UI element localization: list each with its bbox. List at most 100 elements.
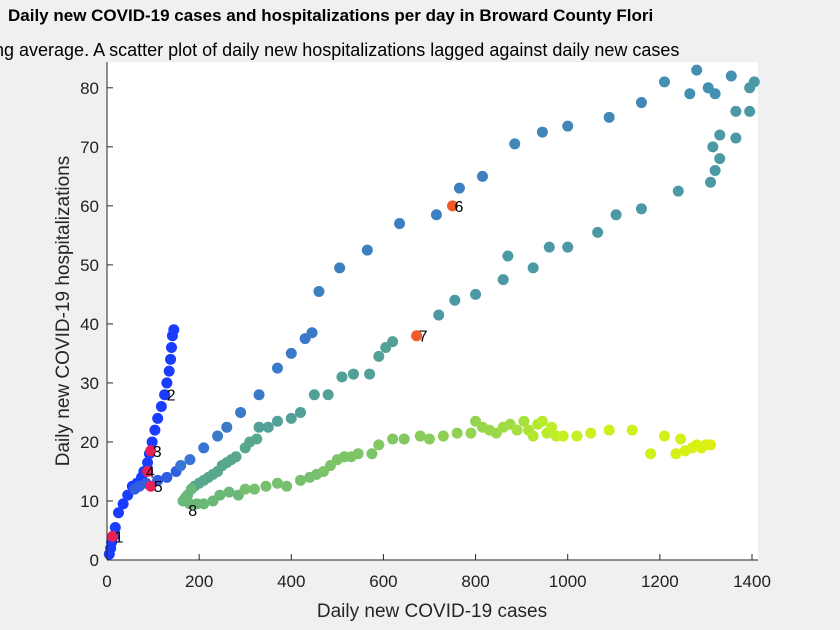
data-point (411, 330, 423, 342)
data-point (107, 530, 119, 542)
data-point (184, 454, 196, 466)
x-tick-label: 0 (102, 572, 111, 591)
x-tick-label: 1200 (641, 572, 679, 591)
data-point (730, 132, 742, 144)
data-point (285, 412, 297, 424)
data-point (260, 480, 272, 492)
data-point (714, 153, 726, 165)
y-axis-label: Daily new COVID-19 hospitalizations (53, 156, 74, 466)
data-point (387, 433, 399, 445)
data-point (155, 401, 167, 413)
point-annotation: 6 (455, 199, 464, 216)
data-point (161, 377, 173, 389)
data-point (730, 105, 742, 117)
data-point (306, 327, 318, 339)
data-point (271, 477, 283, 489)
data-point (449, 294, 461, 306)
data-point (271, 415, 283, 427)
data-point (271, 362, 283, 374)
data-point (336, 371, 348, 383)
data-point (672, 185, 684, 197)
data-point (557, 430, 569, 442)
data-point (707, 141, 719, 153)
data-point (175, 460, 187, 472)
data-point (253, 421, 265, 433)
data-point (239, 442, 251, 454)
chart-subtitle: ng average. A scatter plot of daily new … (0, 40, 680, 60)
data-point (571, 430, 583, 442)
data-point (295, 406, 306, 418)
y-tick-label: 20 (80, 433, 99, 452)
data-point (635, 97, 647, 109)
data-point (146, 436, 158, 448)
data-point (451, 427, 463, 439)
data-point (424, 433, 435, 445)
data-point (145, 445, 157, 457)
data-point (645, 448, 657, 460)
data-point (430, 209, 442, 221)
data-point (165, 353, 177, 365)
data-point (166, 342, 177, 354)
data-point (149, 424, 161, 436)
data-point (373, 439, 385, 451)
data-point (543, 241, 555, 253)
data-point (705, 176, 717, 188)
data-point (433, 309, 445, 321)
data-point (437, 430, 449, 442)
data-point (603, 111, 615, 123)
data-point (361, 244, 373, 256)
x-tick-label: 1400 (733, 572, 771, 591)
data-point (248, 483, 260, 495)
data-point (684, 88, 696, 100)
data-point (285, 347, 297, 359)
y-tick-label: 50 (80, 256, 99, 275)
data-point (476, 170, 488, 182)
data-point (748, 76, 760, 88)
data-point (603, 424, 615, 436)
data-point (509, 138, 521, 150)
data-point (221, 421, 233, 433)
data-point (562, 120, 574, 132)
y-tick-label: 70 (80, 138, 99, 157)
y-tick-label: 40 (80, 315, 99, 334)
x-tick-label: 800 (461, 572, 489, 591)
data-point (725, 70, 737, 82)
data-point (536, 415, 548, 427)
point-annotation: 5 (154, 479, 163, 496)
data-point (253, 389, 265, 401)
points-layer (103, 64, 760, 560)
data-point (159, 389, 171, 401)
data-point (705, 439, 717, 451)
data-point (675, 433, 687, 445)
data-point (518, 415, 530, 427)
point-annotation: 7 (419, 329, 428, 346)
data-point (113, 507, 125, 519)
data-point (470, 288, 482, 300)
point-annotation: 4 (146, 464, 155, 481)
data-point (313, 285, 325, 297)
data-point (168, 324, 180, 336)
data-point (585, 427, 597, 439)
data-point (364, 368, 376, 380)
data-point (709, 164, 721, 176)
data-point (562, 241, 574, 253)
data-point (635, 203, 647, 215)
data-point (212, 430, 224, 442)
data-point (322, 389, 334, 401)
data-point (447, 200, 459, 212)
x-tick-label: 1000 (549, 572, 587, 591)
data-point (511, 424, 523, 436)
point-annotation: 1 (115, 529, 124, 546)
data-point (414, 430, 426, 442)
data-point (142, 465, 154, 477)
data-point (465, 427, 477, 439)
data-point (592, 226, 604, 238)
y-tick-label: 80 (80, 79, 99, 98)
data-point (453, 182, 465, 194)
data-point (262, 421, 274, 433)
data-point (380, 342, 392, 354)
data-point (527, 430, 539, 442)
data-point (658, 430, 670, 442)
data-point (308, 389, 320, 401)
